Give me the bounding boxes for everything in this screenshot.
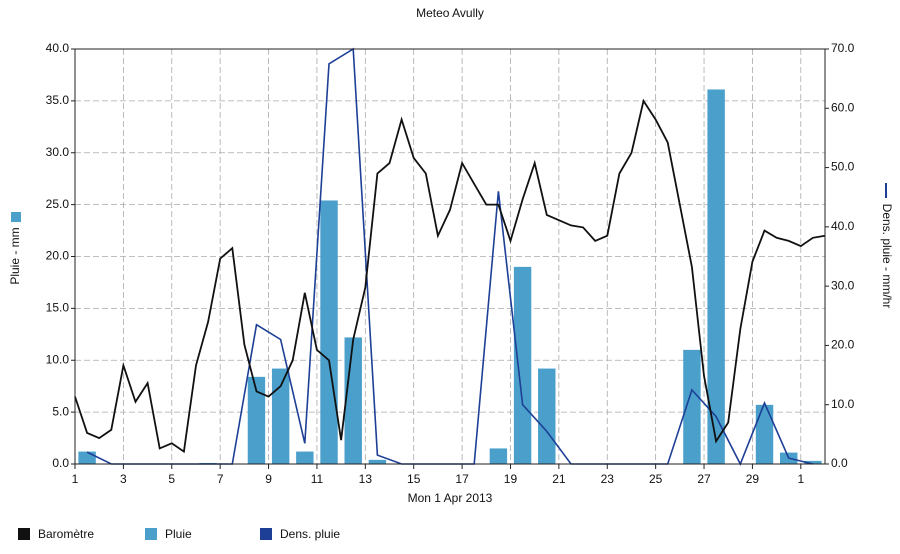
chart-title: Meteo Avully [416, 6, 484, 20]
plot-frame [74, 48, 826, 465]
x-tick-label: 1 [72, 472, 79, 486]
y-tick-label: 40.0 [46, 41, 70, 55]
x-tick-label: 21 [552, 472, 566, 486]
bar [368, 459, 387, 464]
x-tick-label: 17 [455, 472, 469, 486]
legend-swatch [260, 528, 272, 540]
y-tick-label: 10.0 [46, 352, 70, 366]
bar [296, 451, 314, 464]
x-tick-label: 25 [649, 472, 663, 486]
bar [707, 89, 725, 465]
x-tick-label: 27 [697, 472, 711, 486]
y-tick-label: 15.0 [46, 301, 70, 315]
bar [344, 337, 362, 464]
y-axis-marker [11, 212, 21, 222]
y-tick-label: 0.0 [52, 456, 69, 470]
x-tick-label: 7 [217, 472, 224, 486]
y2-axis-label: Dens. pluie - mm/hr [880, 204, 894, 309]
x-tick-label: 23 [601, 472, 615, 486]
legend-label: Dens. pluie [280, 527, 340, 541]
x-tick-label: 11 [311, 472, 324, 486]
y2-tick-label: 60.0 [831, 100, 855, 114]
y-axis-label: Pluie - mm [8, 227, 22, 284]
y2-tick-label: 70.0 [831, 41, 855, 55]
y-tick-label: 35.0 [46, 93, 70, 107]
y2-tick-label: 30.0 [831, 278, 855, 292]
x-axis-label: Mon 1 Apr 2013 [408, 491, 493, 505]
legend-label: Baromètre [38, 527, 94, 541]
bar [538, 368, 556, 464]
legend-label: Pluie [165, 527, 192, 541]
x-tick-label: 9 [265, 472, 272, 486]
legend-swatch [18, 528, 30, 540]
y-tick-label: 20.0 [46, 249, 70, 263]
y-tick-label: 30.0 [46, 145, 70, 159]
x-tick-label: 13 [359, 472, 373, 486]
bar [247, 376, 266, 464]
bar [755, 404, 774, 464]
x-tick-label: 5 [168, 472, 175, 486]
x-tick-label: 29 [746, 472, 760, 486]
bar [683, 349, 701, 464]
x-tick-label: 1 [797, 472, 804, 486]
line [74, 98, 826, 454]
y-tick-label: 5.0 [52, 404, 69, 418]
bar [804, 460, 822, 464]
x-tick-label: 19 [504, 472, 518, 486]
y-tick-label: 25.0 [46, 197, 70, 211]
y2-tick-label: 20.0 [831, 338, 855, 352]
y2-tick-label: 10.0 [831, 397, 855, 411]
y2-tick-label: 50.0 [831, 160, 855, 174]
bar [271, 368, 290, 464]
x-tick-label: 15 [407, 472, 421, 486]
bar [489, 448, 508, 464]
legend-swatch [145, 528, 157, 540]
bar [320, 200, 338, 464]
y2-tick-label: 0.0 [831, 456, 848, 470]
x-tick-label: 3 [120, 472, 127, 486]
bar [513, 266, 532, 464]
y2-tick-label: 40.0 [831, 219, 855, 233]
bar [78, 451, 96, 464]
